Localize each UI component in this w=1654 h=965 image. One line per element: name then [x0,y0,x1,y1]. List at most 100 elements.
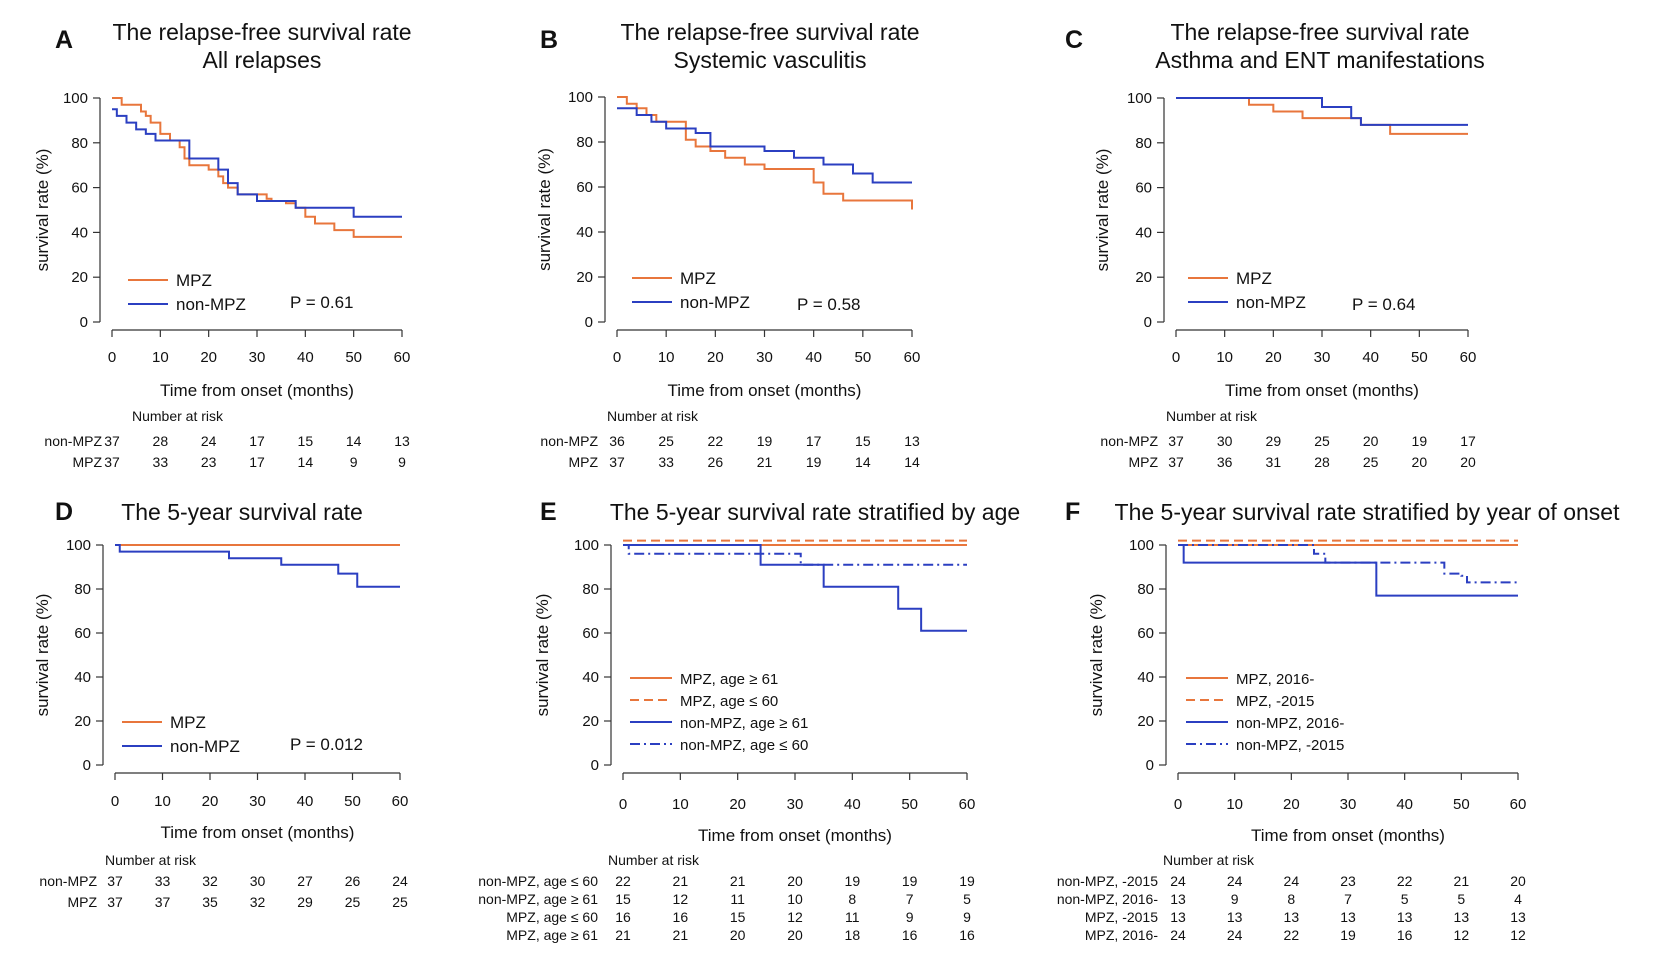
x-tick-label: 0 [111,793,119,810]
risk-value: 25 [392,894,408,910]
risk-value: 20 [1412,454,1428,470]
series-line [1176,97,1468,126]
risk-value: 13 [1340,909,1356,925]
risk-value: 4 [1514,891,1522,907]
x-tick-label: 50 [1453,796,1470,813]
risk-value: 13 [1227,909,1243,925]
risk-value: 13 [1510,909,1526,925]
risk-row-label: MPZ [67,894,97,910]
risk-value: 29 [297,894,313,910]
x-tick-label: 50 [345,349,362,366]
risk-value: 16 [1397,927,1413,943]
risk-table-title: Number at risk [132,408,224,424]
risk-value: 14 [346,433,362,449]
risk-value: 19 [902,873,918,889]
risk-value: 37 [107,894,123,910]
y-tick-label: 80 [576,134,593,151]
panel-e: E The 5-year survival rate stratified by … [478,498,1020,943]
x-tick-label: 50 [901,796,918,813]
p-value: P = 0.61 [290,293,354,312]
risk-value: 17 [806,433,822,449]
legend-label: MPZ [1236,269,1272,288]
risk-value: 20 [1510,873,1526,889]
risk-value: 17 [249,433,265,449]
risk-value: 24 [1284,873,1300,889]
risk-table-title: Number at risk [105,852,197,868]
panel-label: A [55,26,73,54]
y-tick-label: 60 [1137,625,1154,642]
series-line [623,544,967,632]
x-tick-label: 60 [959,796,976,813]
chart-title: The relapse-free survival rate [1170,19,1469,45]
risk-value: 5 [1457,891,1465,907]
risk-value: 20 [787,873,803,889]
risk-row-label: MPZ [1128,454,1158,470]
x-tick-label: 60 [1460,349,1477,366]
risk-value: 24 [392,873,408,889]
risk-value: 16 [615,909,631,925]
risk-value: 18 [845,927,861,943]
y-tick-label: 20 [582,713,599,730]
y-tick-label: 20 [1135,269,1152,286]
legend-label: non-MPZ [680,293,750,312]
risk-value: 11 [730,891,745,907]
panel-label: F [1065,498,1080,526]
y-tick-label: 80 [582,581,599,598]
y-tick-label: 60 [576,179,593,196]
risk-table-title: Number at risk [1166,408,1258,424]
y-tick-label: 20 [1137,713,1154,730]
risk-value: 20 [787,927,803,943]
x-tick-label: 0 [613,349,621,366]
y-tick-label: 0 [83,757,91,774]
y-tick-label: 0 [585,314,593,331]
legend-label: non-MPZ [176,295,246,314]
risk-value: 9 [906,909,914,925]
risk-value: 8 [1287,891,1295,907]
risk-value: 19 [1340,927,1356,943]
risk-value: 22 [1397,873,1413,889]
y-tick-label: 40 [1135,224,1152,241]
risk-value: 13 [1170,909,1186,925]
panel-f: F The 5-year survival rate stratified by … [1057,498,1620,943]
risk-value: 19 [757,433,773,449]
y-tick-label: 80 [1135,135,1152,152]
y-tick-label: 80 [71,135,88,152]
risk-value: 24 [1170,873,1186,889]
risk-table-title: Number at risk [1163,852,1255,868]
risk-value: 15 [730,909,746,925]
risk-value: 13 [1284,909,1300,925]
legend-label: MPZ, -2015 [1236,693,1314,710]
y-tick-label: 20 [71,269,88,286]
risk-value: 37 [1168,433,1184,449]
risk-value: 25 [658,433,674,449]
chart-title: The relapse-free survival rate [620,19,919,45]
risk-value: 24 [1170,927,1186,943]
x-tick-label: 10 [1216,349,1233,366]
risk-value: 21 [730,873,746,889]
y-axis-label: survival rate (%) [33,149,52,272]
y-tick-label: 60 [582,625,599,642]
y-tick-label: 0 [591,757,599,774]
risk-row-label: non-MPZ, 2016- [1057,891,1158,907]
risk-value: 22 [708,433,724,449]
risk-value: 30 [1217,433,1233,449]
risk-value: 13 [1170,891,1186,907]
risk-value: 37 [155,894,171,910]
risk-row-label: non-MPZ, age ≤ 60 [478,873,598,889]
x-tick-label: 10 [672,796,689,813]
risk-value: 15 [298,433,314,449]
x-axis-label: Time from onset (months) [1225,381,1419,400]
chart-title: The 5-year survival rate [121,499,363,525]
risk-value: 7 [1344,891,1352,907]
x-tick-label: 30 [787,796,804,813]
risk-value: 17 [1460,433,1476,449]
x-axis-label: Time from onset (months) [698,826,892,845]
x-tick-label: 10 [1226,796,1243,813]
series-line [617,107,912,184]
series-line [115,544,400,588]
risk-value: 37 [1168,454,1184,470]
risk-value: 21 [673,873,689,889]
